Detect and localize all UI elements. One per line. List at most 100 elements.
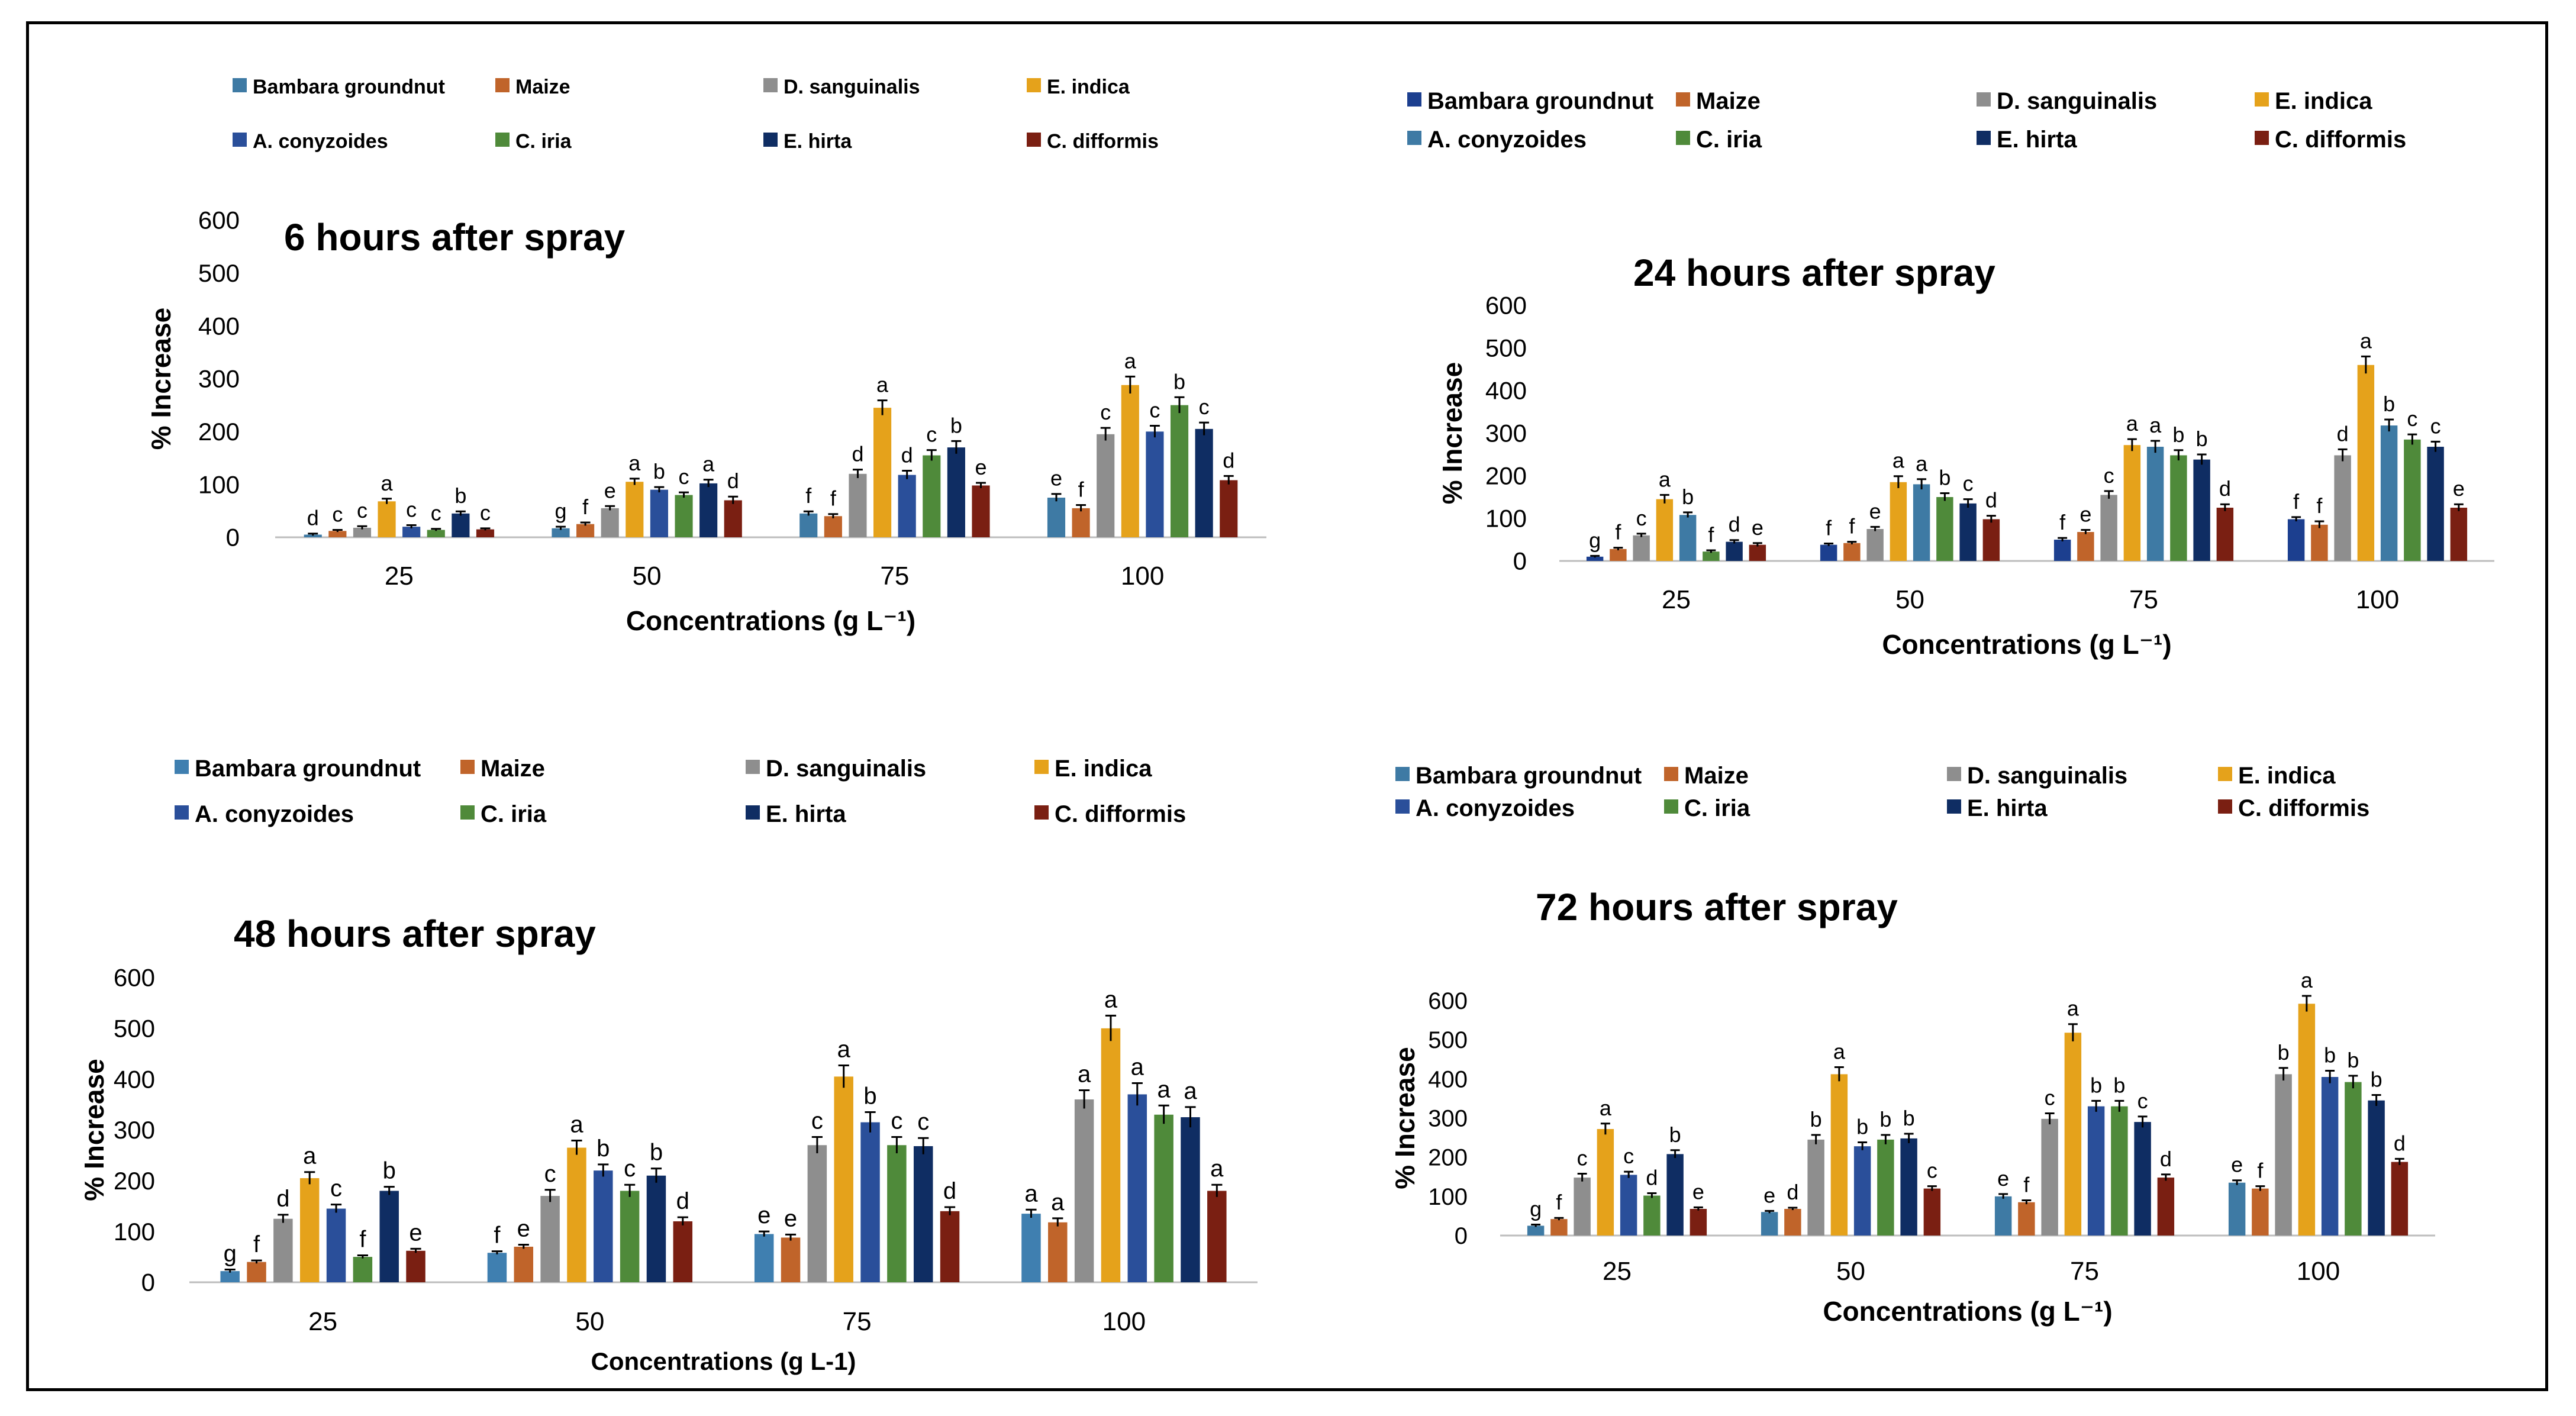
significance-letter: e [1997,1166,2009,1191]
significance-letter: a [1124,349,1137,373]
significance-letter: e [975,455,986,479]
significance-letter: d [2337,421,2349,446]
legend-label-maize: Maize [515,76,570,98]
legend-swatch-e-hirta [1977,131,1991,145]
legend-label-c-difformis: C. difformis [1055,801,1186,827]
significance-letter: a [2149,413,2162,437]
significance-letter: a [1078,1062,1091,1088]
significance-letter: c [1100,400,1111,424]
y-tick-label: 200 [114,1167,155,1195]
significance-letter: a [1210,1156,1224,1182]
bar-c-iria-75 [2170,455,2187,561]
legend-swatch-c-iria [460,805,475,820]
x-tick-label: 50 [575,1307,604,1336]
significance-letter: e [2231,1153,2243,1177]
bar-a-conyzoides-25 [1679,515,1697,561]
significance-letter: e [1050,466,1062,491]
bar-d-sanguinalis-75 [2100,495,2117,561]
bar-e-hirta-75 [2134,1122,2151,1236]
bar-a-conyzoides-75 [2087,1106,2105,1236]
significance-letter: b [2196,427,2208,451]
bar-c-iria-25 [1643,1195,1661,1236]
significance-letter: f [2059,510,2066,534]
bar-bambara-groundnut-100 [2287,519,2305,561]
bar-c-difformis-50 [1923,1188,1941,1236]
significance-letter: d [2160,1147,2172,1171]
bar-bambara-groundnut-50 [1820,544,1837,561]
bar-e-hirta-25 [1726,541,1743,561]
significance-letter: f [1849,514,1855,538]
chart-title: 48 hours after spray [234,912,596,955]
significance-letter: b [950,413,962,437]
legend-swatch-a-conyzoides [1407,131,1421,145]
bar-e-hirta-75 [947,447,965,537]
y-tick-label: 600 [198,207,240,234]
x-tick-label: 100 [2297,1257,2340,1286]
significance-letter: f [1826,515,1832,540]
bar-e-indica-100 [1101,1028,1121,1282]
significance-letter: b [2347,1048,2359,1072]
x-tick-label: 25 [385,562,414,591]
significance-letter: b [454,483,466,508]
legend-swatch-c-iria [495,133,510,147]
legend-label-bambara-groundnut: Bambara groundnut [1427,88,1653,114]
legend-label-c-difformis: C. difformis [2275,127,2406,153]
bar-a-conyzoides-50 [1853,1146,1871,1236]
significance-letter: d [1985,488,1997,512]
bar-c-iria-25 [353,1257,373,1282]
significance-letter: f [2023,1172,2030,1196]
significance-letter: c [926,422,937,447]
legend-label-maize: Maize [1696,88,1761,114]
legend-swatch-c-iria [1676,131,1690,145]
legend-label-e-hirta: E. hirta [766,801,846,827]
bar-a-conyzoides-100 [1146,431,1164,537]
legend-label-bambara-groundnut: Bambara groundnut [195,756,421,782]
significance-letter: f [359,1227,366,1253]
bar-maize-100 [2311,524,2328,561]
bar-c-difformis-50 [724,500,742,537]
significance-letter: c [330,1176,342,1202]
significance-letter: a [2301,968,2313,992]
bar-c-difformis-50 [673,1221,693,1282]
legend-swatch-maize [460,760,475,774]
significance-letter: a [2360,328,2372,353]
y-axis-label: % Increase [1437,362,1468,504]
y-tick-label: 300 [1485,420,1527,447]
bar-a-conyzoides-25 [326,1208,346,1282]
significance-letter: g [1530,1196,1542,1221]
significance-letter: a [628,451,641,475]
significance-letter: b [2383,392,2395,416]
bar-bambara-groundnut-50 [552,528,570,537]
significance-letter: a [2126,411,2139,436]
x-tick-label: 75 [2070,1257,2099,1286]
x-tick-label: 50 [633,562,662,591]
significance-letter: d [852,442,863,466]
bar-maize-100 [2252,1188,2269,1236]
significance-letter: c [624,1156,636,1182]
legend-label-a-conyzoides: A. conyzoides [195,801,354,827]
bar-e-indica-75 [873,408,892,537]
significance-letter: c [357,498,367,522]
significance-letter: c [1927,1159,1937,1183]
bar-c-iria-25 [427,530,445,537]
significance-letter: c [917,1109,929,1135]
bar-maize-75 [824,516,842,537]
legend-swatch-bambara-groundnut [1407,92,1421,107]
x-tick-label: 25 [1662,585,1691,614]
legend-label-e-indica: E. indica [1055,756,1152,782]
significance-letter: b [1879,1107,1891,1131]
significance-letter: e [409,1220,422,1246]
legend-label-d-sanguinalis: D. sanguinalis [784,76,920,98]
bar-c-iria-25 [1703,551,1720,561]
significance-letter: a [1659,467,1671,491]
bar-c-difformis-75 [972,485,990,537]
bar-e-indica-50 [626,482,644,537]
significance-letter: c [2430,414,2441,438]
bar-e-indica-25 [378,501,396,537]
legend-swatch-c-difformis [2255,131,2269,145]
significance-letter: c [1623,1144,1634,1168]
significance-letter: d [2394,1131,2406,1155]
legend-swatch-e-hirta [1947,799,1961,814]
bar-bambara-groundnut-75 [754,1234,774,1282]
